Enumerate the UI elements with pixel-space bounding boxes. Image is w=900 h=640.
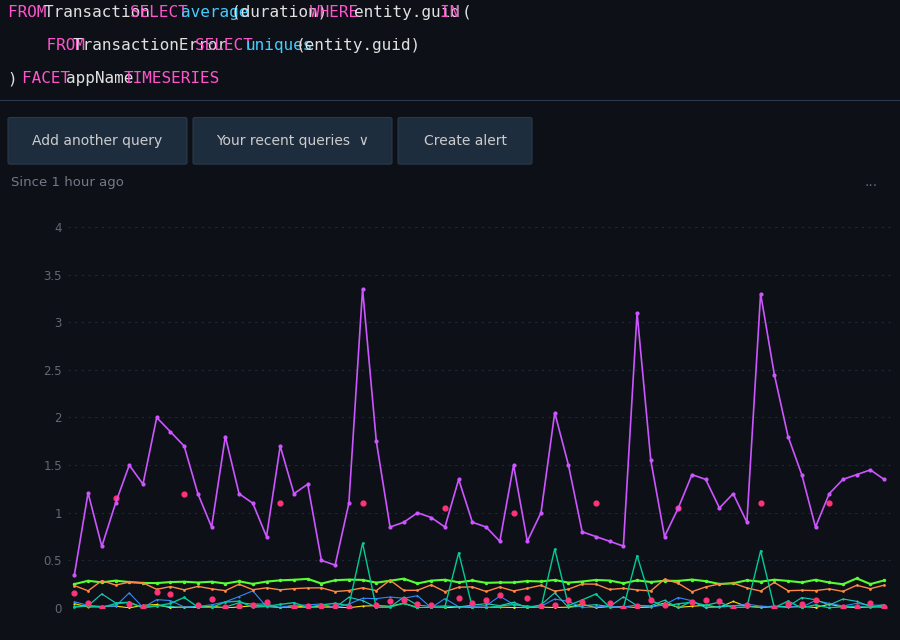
Text: average: average bbox=[181, 5, 248, 20]
Text: SELECT: SELECT bbox=[130, 5, 198, 20]
Text: Create alert: Create alert bbox=[424, 134, 507, 148]
Point bbox=[94, 603, 109, 613]
Point bbox=[108, 493, 122, 504]
Text: Add another query: Add another query bbox=[32, 134, 163, 148]
Point bbox=[424, 600, 438, 610]
Point bbox=[863, 598, 878, 608]
Point bbox=[507, 508, 521, 518]
Text: (duration): (duration) bbox=[231, 5, 338, 20]
Point bbox=[547, 600, 562, 610]
Point bbox=[877, 602, 891, 612]
Point bbox=[795, 598, 809, 609]
Point bbox=[342, 602, 356, 612]
Point bbox=[301, 601, 315, 611]
Text: IN: IN bbox=[440, 5, 469, 20]
Text: FROM: FROM bbox=[8, 38, 94, 52]
Point bbox=[850, 602, 864, 612]
Text: TIMESERIES: TIMESERIES bbox=[123, 72, 220, 86]
Point bbox=[287, 602, 302, 612]
Point bbox=[369, 600, 383, 611]
Text: (: ( bbox=[462, 5, 472, 20]
Text: FACET: FACET bbox=[22, 72, 80, 86]
Point bbox=[397, 595, 411, 605]
Point bbox=[644, 595, 658, 605]
Text: entity.guid: entity.guid bbox=[354, 5, 469, 20]
Point bbox=[822, 498, 836, 508]
Text: ): ) bbox=[8, 72, 27, 86]
Point bbox=[136, 602, 150, 612]
Point bbox=[410, 600, 425, 610]
Point bbox=[204, 594, 219, 604]
Point bbox=[328, 601, 342, 611]
Point bbox=[808, 595, 823, 605]
Point bbox=[232, 601, 247, 611]
Point bbox=[698, 595, 713, 605]
Point bbox=[218, 602, 232, 612]
Text: WHERE: WHERE bbox=[310, 5, 368, 20]
Point bbox=[520, 593, 535, 603]
Text: appName: appName bbox=[66, 72, 142, 86]
Text: TransactionError: TransactionError bbox=[73, 38, 237, 52]
Point bbox=[657, 600, 671, 611]
Text: SELECT: SELECT bbox=[195, 38, 263, 52]
Point bbox=[465, 598, 480, 608]
Point bbox=[781, 599, 796, 609]
Text: Since 1 hour ago: Since 1 hour ago bbox=[11, 176, 123, 189]
FancyBboxPatch shape bbox=[8, 118, 187, 164]
Text: FROM: FROM bbox=[8, 5, 56, 20]
Point bbox=[630, 601, 644, 611]
FancyBboxPatch shape bbox=[193, 118, 392, 164]
Point bbox=[314, 601, 328, 611]
Point bbox=[767, 603, 781, 613]
Point bbox=[246, 600, 260, 610]
Point bbox=[149, 587, 164, 597]
Point bbox=[191, 600, 205, 610]
Point bbox=[589, 498, 603, 508]
FancyBboxPatch shape bbox=[398, 118, 532, 164]
Text: (entity.guid): (entity.guid) bbox=[296, 38, 421, 52]
Point bbox=[671, 503, 686, 513]
Point bbox=[437, 503, 452, 513]
Point bbox=[163, 589, 177, 599]
Point bbox=[836, 602, 850, 612]
Point bbox=[740, 600, 754, 611]
Point bbox=[81, 597, 95, 607]
Point bbox=[534, 602, 548, 612]
Point bbox=[492, 589, 507, 600]
Point bbox=[452, 593, 466, 603]
Point bbox=[479, 595, 493, 605]
Point bbox=[562, 595, 576, 605]
Point bbox=[273, 498, 287, 508]
Text: uniques: uniques bbox=[246, 38, 313, 52]
Point bbox=[602, 598, 616, 608]
Point bbox=[616, 602, 631, 612]
Point bbox=[753, 498, 768, 508]
Text: ...: ... bbox=[864, 175, 878, 189]
Text: Transaction: Transaction bbox=[44, 5, 159, 20]
Point bbox=[177, 488, 192, 499]
Point bbox=[712, 596, 726, 606]
Point bbox=[356, 498, 370, 508]
Point bbox=[382, 596, 397, 606]
Point bbox=[68, 588, 82, 598]
Point bbox=[122, 598, 137, 609]
Text: Your recent queries  ∨: Your recent queries ∨ bbox=[216, 134, 369, 148]
Point bbox=[575, 597, 590, 607]
Point bbox=[726, 603, 741, 613]
Point bbox=[685, 596, 699, 607]
Point bbox=[259, 596, 274, 607]
